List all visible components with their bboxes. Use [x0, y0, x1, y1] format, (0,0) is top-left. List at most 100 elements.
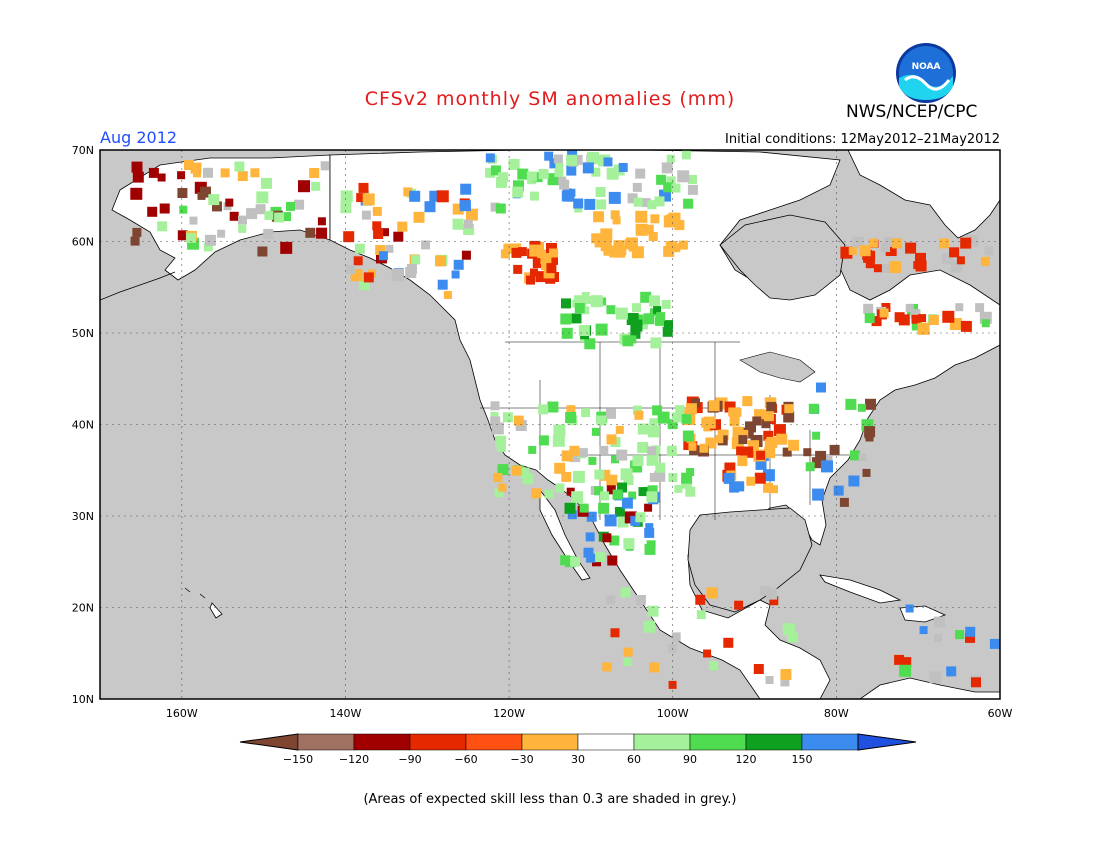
- anomaly-cell: [688, 175, 697, 184]
- lat-label: 60N: [72, 236, 94, 249]
- anomaly-cell: [513, 415, 524, 426]
- anomaly-cell: [606, 434, 617, 445]
- anomaly-cell: [600, 491, 609, 501]
- anomaly-cell: [623, 658, 632, 666]
- anomaly-cell: [190, 162, 202, 174]
- anomaly-cell: [571, 313, 582, 324]
- anomaly-cell: [257, 246, 268, 257]
- anomaly-cell: [882, 264, 891, 273]
- anomaly-cell: [286, 201, 295, 211]
- anomaly-cell: [581, 306, 590, 315]
- anomaly-cell: [413, 211, 425, 223]
- anomaly-cell: [263, 228, 274, 239]
- anomaly-cell: [705, 437, 717, 449]
- anomaly-cell: [762, 469, 775, 482]
- colorbar-tick-label: −90: [398, 753, 421, 766]
- hudson-bay: [719, 214, 846, 301]
- anomaly-cell: [787, 631, 799, 643]
- anomaly-cell: [617, 516, 629, 528]
- anomaly-cell: [738, 435, 748, 445]
- anomaly-cell: [736, 446, 746, 456]
- anomaly-cell: [581, 292, 590, 300]
- anomaly-cell: [645, 523, 654, 532]
- anomaly-cell: [463, 219, 473, 229]
- anomaly-cell: [753, 664, 764, 674]
- anomaly-cell: [942, 253, 954, 265]
- anomaly-cell: [688, 442, 697, 451]
- anomaly-cell: [667, 643, 677, 653]
- anomaly-cell: [858, 453, 867, 462]
- anomaly-cell: [661, 162, 673, 174]
- anomaly-cell: [503, 243, 514, 254]
- colorbar-tick-label: −60: [454, 753, 477, 766]
- anomaly-cell: [237, 171, 248, 182]
- anomaly-cell: [463, 224, 475, 235]
- anomaly-cell: [871, 316, 882, 327]
- anomaly-cell: [618, 163, 628, 172]
- anomaly-cell: [546, 263, 557, 274]
- anomaly-cell: [742, 396, 753, 407]
- anomaly-cell: [656, 174, 667, 185]
- anomaly-cell: [573, 198, 584, 209]
- colorbar-bin: [521, 733, 579, 751]
- anomaly-cell: [490, 401, 500, 411]
- anomaly-cell: [894, 312, 905, 323]
- anomaly-cell: [652, 405, 663, 416]
- anomaly-cell: [200, 186, 211, 198]
- anomaly-cell: [933, 616, 945, 628]
- anomaly-cell: [177, 188, 188, 198]
- anomaly-cell: [630, 328, 641, 339]
- anomaly-cell: [553, 424, 566, 437]
- anomaly-cell: [816, 382, 826, 393]
- anomaly-cell: [984, 246, 994, 256]
- anomaly-cell: [500, 249, 510, 259]
- anomaly-cell: [212, 201, 222, 212]
- anomaly-cell: [643, 224, 654, 235]
- anomaly-cell: [615, 307, 628, 320]
- anomaly-cell: [429, 190, 441, 202]
- anomaly-cell: [403, 187, 413, 197]
- anomaly-cell: [594, 486, 604, 496]
- noaa-logo-text: NOAA: [912, 62, 941, 72]
- anomaly-cell: [317, 217, 326, 226]
- anomaly-cell: [461, 250, 471, 260]
- colorbar-bin: [577, 733, 635, 751]
- lat-label: 30N: [72, 510, 94, 523]
- anomaly-cell: [766, 401, 777, 412]
- anomaly-cell: [911, 314, 921, 324]
- anomaly-cell: [157, 173, 166, 182]
- colorbar-bin: [297, 733, 355, 751]
- anomaly-cell: [815, 450, 827, 462]
- colorbar-tick-label: −120: [339, 753, 369, 766]
- anomaly-cell: [603, 157, 613, 167]
- colorbar-tick-label: −30: [510, 753, 533, 766]
- anomaly-cell: [522, 473, 534, 485]
- anomaly-cell: [671, 183, 681, 193]
- anomaly-cell: [989, 638, 1000, 649]
- anomaly-cell: [782, 447, 792, 457]
- anomaly-cell: [578, 448, 588, 458]
- anomaly-cell: [644, 527, 655, 538]
- anomaly-cell: [309, 168, 320, 178]
- anomaly-cell: [696, 610, 706, 620]
- anomaly-cell: [566, 405, 576, 415]
- anomaly-cell: [965, 626, 976, 637]
- anomaly-cell: [686, 468, 695, 476]
- anomaly-cell: [643, 620, 656, 633]
- anomaly-cell: [685, 486, 696, 497]
- anomaly-cell: [671, 412, 682, 423]
- anomaly-cell: [865, 433, 874, 442]
- anomaly-cell: [497, 464, 509, 476]
- anomaly-cell: [311, 181, 321, 191]
- anomaly-cell: [159, 203, 170, 214]
- anomaly-cell: [644, 543, 656, 555]
- anomaly-cell: [179, 205, 188, 214]
- anomaly-cell: [980, 256, 990, 266]
- colorbar-bin: [633, 733, 691, 751]
- anomaly-cell: [610, 210, 620, 220]
- anomaly-cell: [531, 488, 542, 499]
- anomaly-cell: [889, 261, 902, 273]
- anomaly-cell: [678, 240, 688, 250]
- anomaly-cell: [282, 212, 291, 222]
- anomaly-cell: [385, 244, 394, 253]
